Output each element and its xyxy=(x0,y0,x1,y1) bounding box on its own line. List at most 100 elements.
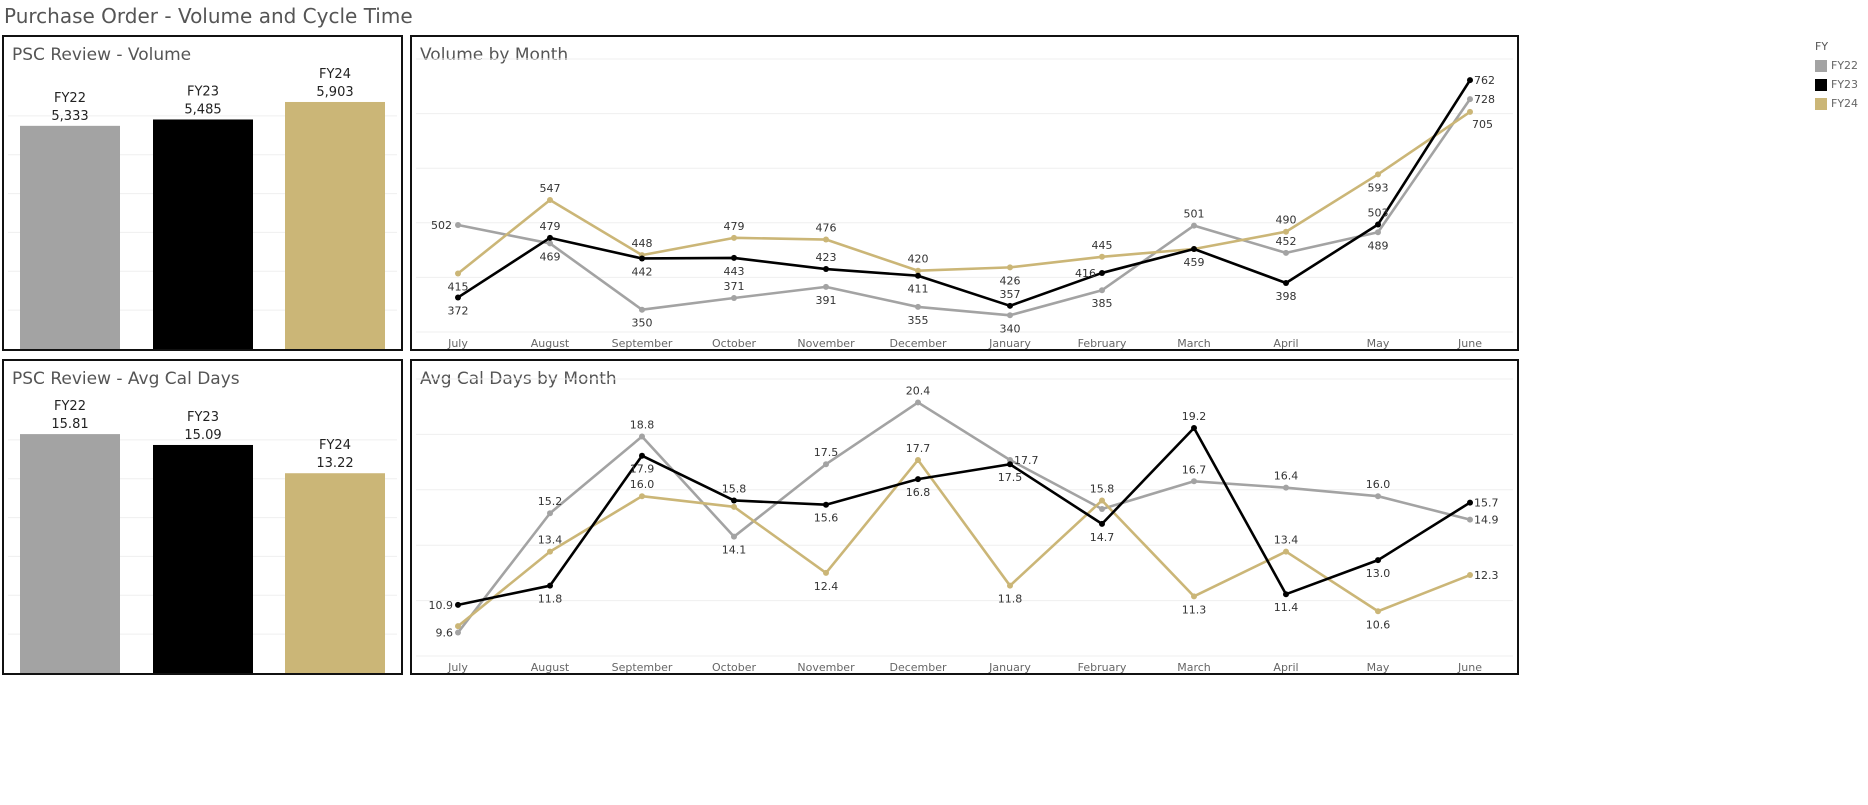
bar-category-label: FY24 xyxy=(319,67,351,82)
bar-fy24 xyxy=(285,473,385,673)
point-fy22 xyxy=(823,283,829,290)
x-tick-label: May xyxy=(1367,337,1390,349)
point-fy23 xyxy=(1099,520,1105,527)
data-label-fy24: 445 xyxy=(1092,239,1113,252)
point-fy23 xyxy=(915,476,921,483)
data-label-fy23: 11.4 xyxy=(1274,601,1299,614)
point-fy24 xyxy=(639,493,645,500)
point-fy24 xyxy=(1467,108,1473,115)
data-label-fy22: 14.1 xyxy=(722,544,747,557)
x-tick-label: November xyxy=(797,661,855,673)
volume-bar-panel: PSC Review - Volume FY22 5,333 FY23 5,485 FY… xyxy=(2,35,403,351)
point-fy24 xyxy=(731,234,737,241)
point-fy23 xyxy=(639,452,645,459)
point-fy24 xyxy=(731,503,737,510)
x-tick-label: October xyxy=(712,337,756,349)
volume-line-panel: Volume by Month July August September Octob… xyxy=(410,35,1519,351)
point-fy22 xyxy=(455,222,461,229)
point-fy22 xyxy=(1099,505,1105,512)
data-label-fy23: 15.7 xyxy=(1474,497,1499,510)
point-fy24 xyxy=(1007,582,1013,589)
point-fy24 xyxy=(1375,608,1381,615)
x-tick-label: June xyxy=(1457,661,1482,673)
data-label-fy24: 420 xyxy=(908,253,929,266)
legend-item-fy22[interactable]: FY22 xyxy=(1815,59,1867,72)
volume-line-title: Volume by Month xyxy=(420,45,569,65)
data-label-fy22: 502 xyxy=(431,219,452,232)
point-fy22 xyxy=(1191,222,1197,229)
data-label-fy22: 340 xyxy=(1000,322,1021,335)
series-line-fy24 xyxy=(457,458,1471,628)
data-label-fy22: 16.4 xyxy=(1274,470,1299,483)
data-label-fy24: 10.6 xyxy=(1366,618,1391,631)
x-tick-label: July xyxy=(447,661,468,673)
point-fy24 xyxy=(1099,497,1105,504)
point-fy22 xyxy=(639,306,645,313)
point-fy22 xyxy=(915,399,921,406)
point-fy23 xyxy=(639,255,645,262)
data-label-fy22: 728 xyxy=(1474,93,1495,106)
series-line-fy23 xyxy=(457,79,1472,308)
bar-category-label: FY22 xyxy=(54,399,86,414)
legend-label-fy23: FY23 xyxy=(1831,78,1859,91)
x-tick-label: March xyxy=(1177,337,1211,349)
data-label-fy22: 452 xyxy=(1276,235,1297,248)
data-label-fy22: 469 xyxy=(540,250,561,263)
point-fy23 xyxy=(455,294,461,301)
bar-category-label: FY23 xyxy=(187,84,219,99)
point-fy22 xyxy=(915,303,921,310)
data-label-fy22: 17.5 xyxy=(814,446,839,459)
data-label-fy24: 17.7 xyxy=(906,442,931,455)
data-label-fy23: 411 xyxy=(908,283,929,296)
x-tick-label: January xyxy=(988,661,1031,673)
data-label-fy23: 479 xyxy=(540,220,561,233)
point-fy23 xyxy=(455,601,461,608)
volume-line-chart: July August September October November Decemb… xyxy=(416,58,1513,349)
bar-value-label: 15.81 xyxy=(51,417,88,432)
data-label-fy24: 16.0 xyxy=(630,478,655,491)
x-tick-label: December xyxy=(889,337,947,349)
data-label-fy23: 459 xyxy=(1184,256,1205,269)
legend-item-fy23[interactable]: FY23 xyxy=(1815,78,1867,91)
volume-bar-title: PSC Review - Volume xyxy=(12,45,192,65)
point-fy24 xyxy=(823,569,829,576)
bar-fy24 xyxy=(285,101,385,349)
data-label-fy24: 705 xyxy=(1472,118,1493,131)
series-line-fy22 xyxy=(456,401,1471,634)
point-fy22 xyxy=(1283,484,1289,491)
data-label-fy22: 385 xyxy=(1092,297,1113,310)
data-label-fy24: 13.4 xyxy=(1274,534,1299,547)
legend-label-fy22: FY22 xyxy=(1831,59,1859,72)
point-fy23 xyxy=(731,254,737,261)
legend-label-fy24: FY24 xyxy=(1831,97,1859,110)
data-label-fy22: 391 xyxy=(816,294,837,307)
data-label-fy23: 15.8 xyxy=(722,482,747,495)
data-label-fy22: 501 xyxy=(1184,208,1205,221)
point-fy24 xyxy=(1007,264,1013,271)
point-fy22 xyxy=(823,461,829,468)
point-fy24 xyxy=(1191,593,1197,600)
bar-value-label: 15.09 xyxy=(184,428,221,443)
data-label-fy24: 11.8 xyxy=(998,593,1023,606)
data-label-fy22: 14.9 xyxy=(1474,514,1499,527)
point-fy22 xyxy=(1007,456,1013,463)
bar-value-label: 5,903 xyxy=(316,85,353,100)
point-fy23 xyxy=(547,582,553,589)
point-fy23 xyxy=(1467,499,1473,506)
data-label-fy24: 12.3 xyxy=(1474,569,1499,582)
point-fy24 xyxy=(547,548,553,555)
data-label-fy24: 15.8 xyxy=(1090,482,1115,495)
data-label-fy22: 15.2 xyxy=(538,495,563,508)
data-label-fy23: 372 xyxy=(448,304,469,317)
data-label-fy24: 415 xyxy=(448,281,469,294)
legend-title: FY xyxy=(1815,40,1829,53)
data-label-fy23: 11.8 xyxy=(538,593,563,606)
data-label-fy22: 16.0 xyxy=(1366,478,1391,491)
data-label-fy22: 350 xyxy=(632,317,653,330)
legend-item-fy24[interactable]: FY24 xyxy=(1815,97,1867,110)
point-fy22 xyxy=(1099,287,1105,294)
data-label-fy22: 18.8 xyxy=(630,419,655,432)
data-label-fy22: 489 xyxy=(1368,239,1389,252)
x-tick-label: February xyxy=(1078,661,1127,673)
point-fy22 xyxy=(731,533,737,540)
